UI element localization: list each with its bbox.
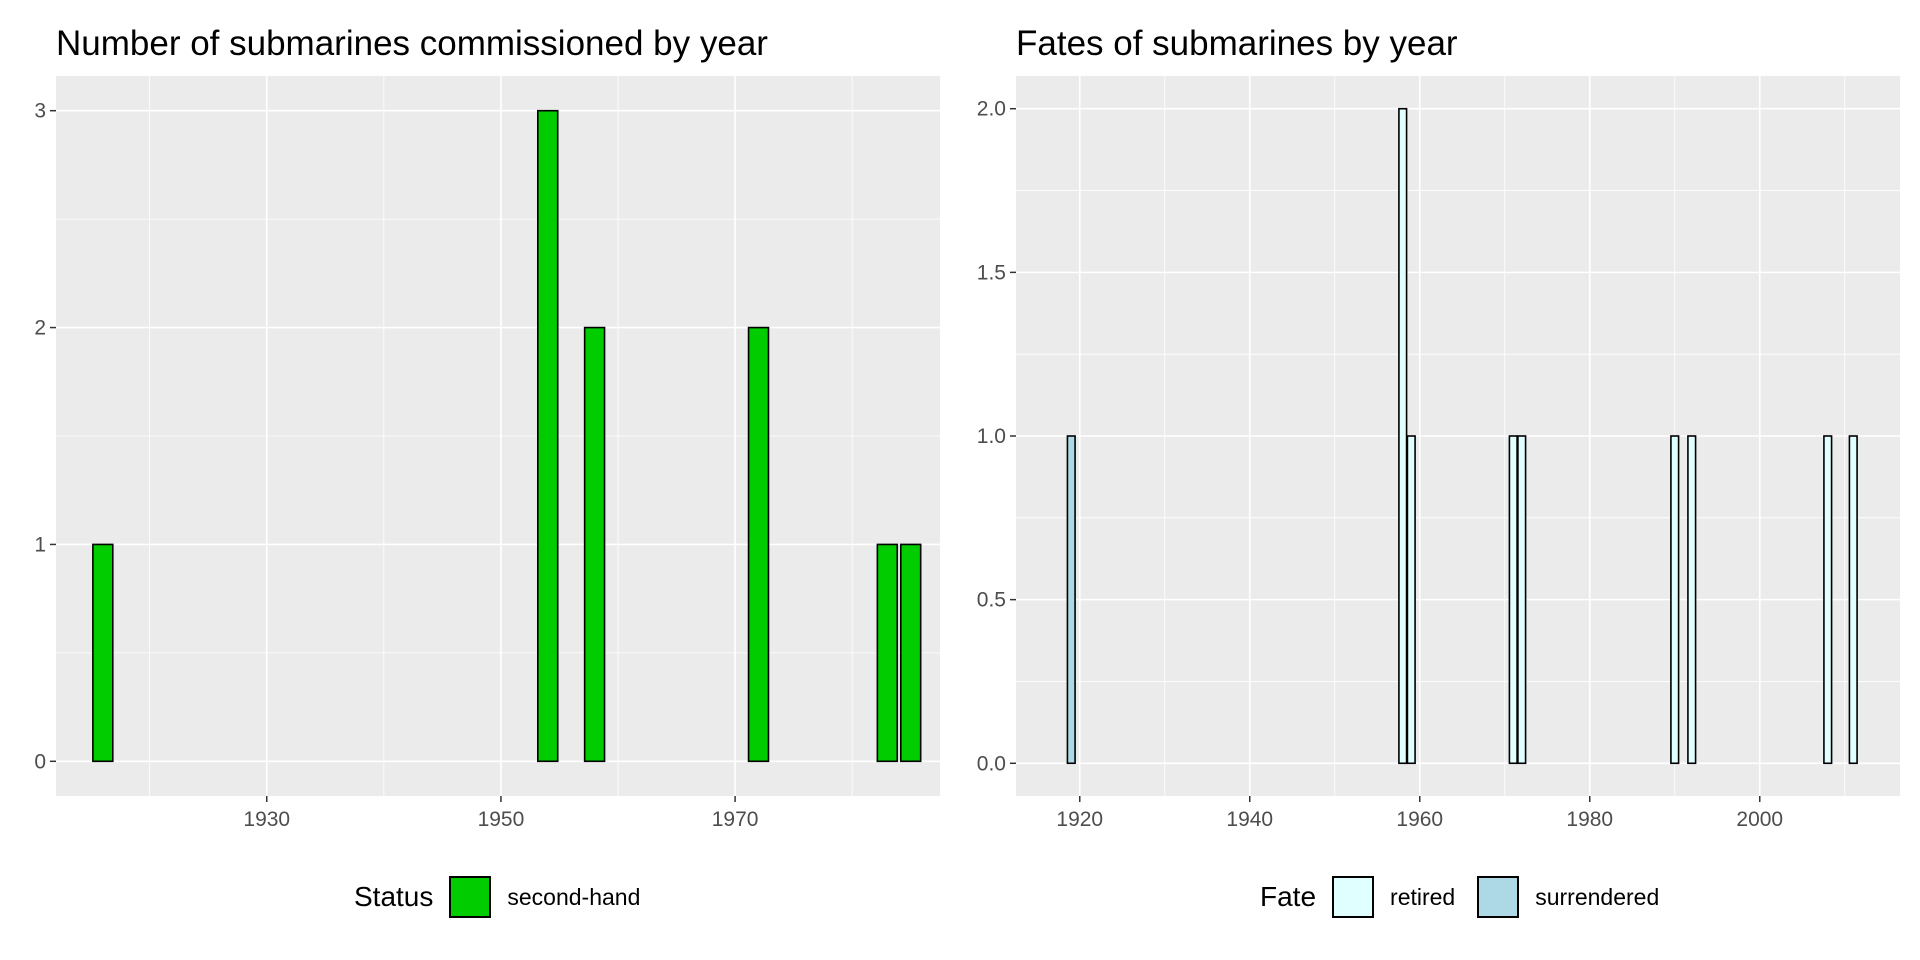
x-tick-label: 1970 <box>712 808 759 831</box>
y-tick-label: 1.5 <box>977 261 1006 284</box>
legend-key-second-hand <box>449 876 492 918</box>
bar <box>1687 435 1697 765</box>
bar <box>583 326 606 763</box>
y-tick-label: 0.5 <box>977 589 1006 612</box>
bar <box>1848 435 1858 765</box>
y-tick-label: 0 <box>34 750 46 773</box>
legend-title-status: Status <box>354 881 434 912</box>
y-tick-label: 0.0 <box>977 752 1006 775</box>
y-tick-label: 2.0 <box>977 98 1006 121</box>
x-tick-label: 1920 <box>1056 808 1103 831</box>
legend-left: Status second-hand <box>354 876 662 918</box>
legend-label-second-hand: second-hand <box>507 883 641 910</box>
bar <box>1508 435 1518 765</box>
bar <box>1398 107 1408 765</box>
bar <box>1406 435 1416 765</box>
x-tick-label: 2000 <box>1736 808 1783 831</box>
bar <box>876 543 899 763</box>
legend-title-fate: Fate <box>1260 881 1317 912</box>
y-tick-label: 1 <box>34 533 46 556</box>
x-tick-label: 1930 <box>243 808 290 831</box>
y-tick-label: 1.0 <box>977 425 1006 448</box>
legend-label-surrendered: surrendered <box>1535 883 1660 910</box>
bar <box>92 543 114 763</box>
x-tick-label: 1980 <box>1566 808 1613 831</box>
bar <box>1517 435 1527 765</box>
bar <box>1670 435 1680 765</box>
chart-title-left: Number of submarines commissioned by yea… <box>56 24 768 63</box>
x-tick-label: 1960 <box>1396 808 1443 831</box>
bar <box>1823 435 1833 765</box>
x-tick-label: 1940 <box>1226 808 1273 831</box>
chart-title-right: Fates of submarines by year <box>1016 24 1458 63</box>
legend-key-retired <box>1332 876 1375 918</box>
legend-label-retired: retired <box>1390 883 1456 910</box>
x-tick-label: 1950 <box>478 808 525 831</box>
bar <box>1066 435 1076 765</box>
bar <box>747 326 770 763</box>
legend-right: Fate retired surrendered <box>1260 876 1681 918</box>
bar <box>899 543 922 763</box>
y-tick-label: 2 <box>34 317 46 340</box>
legend-key-surrendered <box>1477 876 1520 918</box>
bar <box>537 109 559 763</box>
y-tick-label: 3 <box>34 100 46 123</box>
